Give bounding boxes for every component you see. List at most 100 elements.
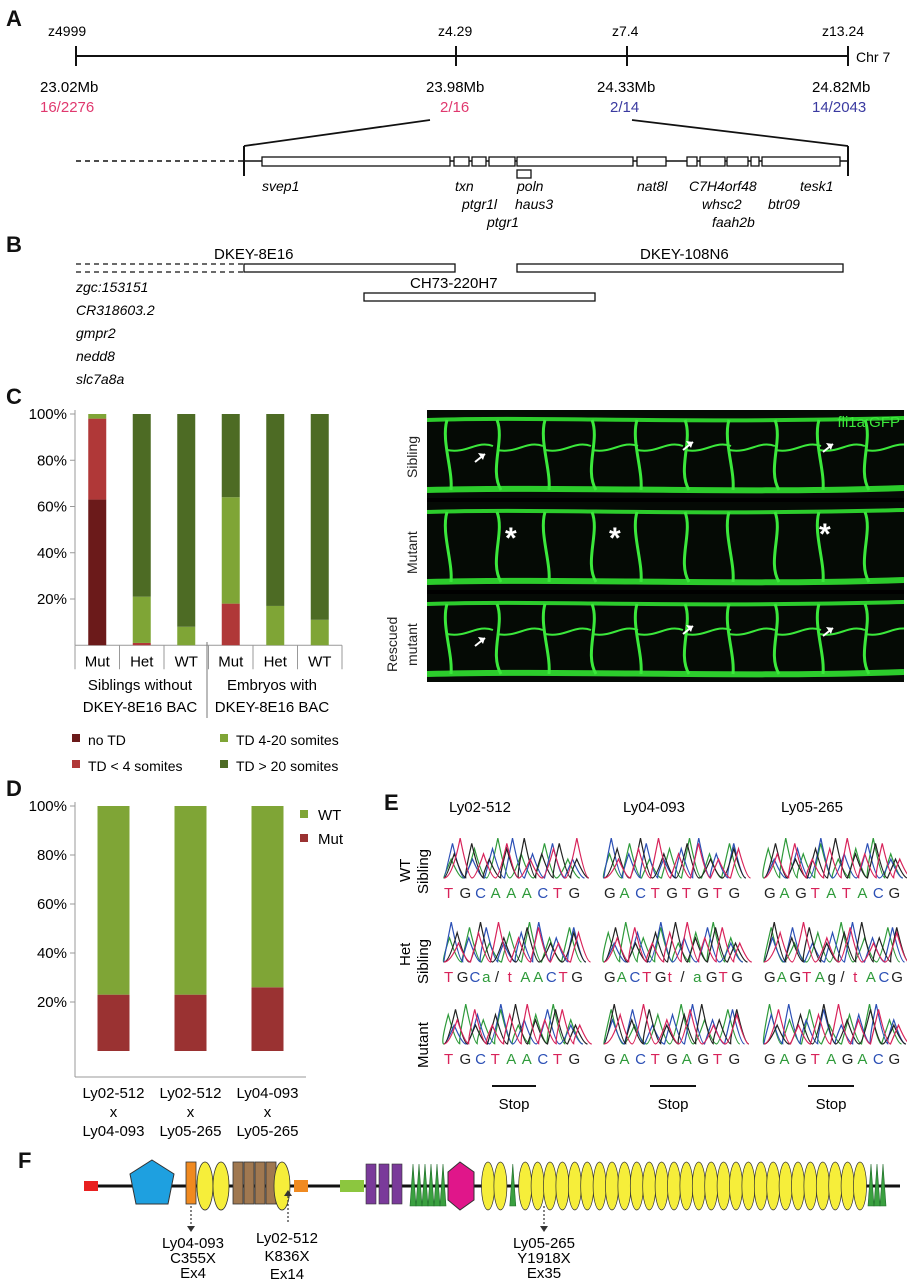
sequence-base: G (697, 885, 709, 902)
bar-segment (132, 414, 151, 597)
sequence-base: G (604, 1051, 616, 1068)
zoom-line (631, 119, 849, 147)
vessel (864, 627, 904, 636)
y-tick-label: 100% (29, 798, 67, 815)
sequence-base: A (826, 885, 836, 902)
y-tick-label: 40% (37, 945, 67, 962)
chart-axes (74, 802, 306, 1078)
vessel (494, 419, 503, 491)
sequence-base: G (728, 1051, 740, 1068)
purple-domain (365, 1163, 377, 1205)
chromatogram-trace (763, 921, 907, 963)
sushi-domain (592, 1161, 607, 1211)
sequence-base: / (680, 969, 685, 986)
y-tick-label: 20% (37, 591, 67, 608)
sequence-base: C (469, 969, 480, 986)
chart-bars (88, 414, 329, 646)
sequence-base: A (620, 1051, 630, 1068)
pointer-arrowhead (540, 1226, 548, 1232)
chromatogram-trace (763, 837, 903, 879)
sequence-base: G (460, 885, 472, 902)
panel-d-bar-chart: 20%40%60%80%100% Ly02-512xLy04-093Ly02-5… (29, 798, 344, 1140)
sequence-base: G (604, 885, 616, 902)
sushi-domain (580, 1161, 595, 1211)
group-label-line: Siblings without (88, 677, 193, 694)
gene-box-tesk1 (761, 156, 841, 167)
vessel (496, 443, 544, 452)
vessel (494, 511, 503, 583)
vessel (541, 511, 551, 583)
sequence-base: C (537, 1051, 548, 1068)
gene-label: haus3 (515, 196, 553, 212)
chromatogram-trace (443, 1003, 583, 1045)
gene-box-svep1 (261, 156, 451, 167)
sushi-domain (667, 1161, 681, 1211)
sequence-base: g (828, 969, 836, 986)
vessel (446, 627, 494, 636)
sequence-base: t (853, 969, 858, 986)
category-label: Ly04-093 (237, 1085, 299, 1102)
bar-segment-mut (251, 987, 284, 1051)
brown-domain (254, 1161, 266, 1205)
chart-categories: Mut Het WT Mut Het WT (74, 645, 343, 670)
sushi-domain (196, 1161, 214, 1211)
gene-label: tesk1 (800, 178, 833, 194)
group-label-line: DKEY-8E16 BAC (215, 699, 330, 716)
bar-segment (132, 642, 151, 646)
row-label: Mutant (404, 531, 420, 574)
vessel (864, 443, 904, 452)
chromosome-label: Chr 7 (856, 49, 890, 65)
bac-dkey-8e16 (243, 263, 456, 273)
vessel (682, 603, 691, 675)
chart-y-ticks: 20% 40% 60% 80% 100% (29, 798, 75, 1011)
sequence-base: T (842, 885, 851, 902)
sequence-base: C (475, 1051, 486, 1068)
sequence-base: A (780, 1051, 790, 1068)
sushi-domain (605, 1161, 619, 1211)
vessel-network (427, 600, 904, 678)
vessel (589, 603, 598, 675)
fluorescence-micrographs: fli1a:GFP * * * (427, 410, 904, 682)
egf-domain (879, 1163, 887, 1207)
hexagon-domain (447, 1161, 475, 1211)
marker-position: 24.33Mb (597, 79, 655, 96)
vessel (544, 443, 592, 452)
arrow-marker (478, 453, 485, 460)
vessel (725, 603, 735, 675)
bar-segment-mut (174, 994, 207, 1051)
sequence-base: C (629, 969, 640, 986)
bac-label: DKEY-8E16 (214, 246, 294, 263)
vessel (443, 603, 453, 675)
vessel (772, 603, 781, 675)
sushi-domain (642, 1161, 657, 1211)
chromatogram-trace (443, 837, 580, 879)
category-label: Mut (218, 653, 244, 670)
vessel (427, 508, 904, 515)
sequence-base: T (811, 885, 820, 902)
vessel (862, 603, 871, 675)
row-label: Sibling (415, 939, 432, 984)
sushi-domain (753, 1161, 768, 1211)
sequence-base: G (568, 1051, 580, 1068)
sushi-domain (729, 1161, 743, 1211)
vessel (427, 485, 904, 494)
vessel (544, 627, 592, 636)
gene-label: CR318603.2 (76, 302, 155, 318)
legend-label: no TD (88, 732, 126, 748)
sequence-base: T (713, 1051, 722, 1068)
sequence-base: G (457, 969, 469, 986)
legend-swatch (220, 760, 228, 768)
vessel (633, 419, 643, 491)
sequence-base: A (617, 969, 627, 986)
bar-segment-wt (251, 806, 284, 988)
sequence-base: A (857, 885, 867, 902)
panel-label: E (384, 790, 399, 815)
sushi-domain (212, 1161, 230, 1211)
gene-box-ptgr1 (488, 156, 516, 167)
gene-box-txn (453, 156, 470, 167)
chromatogram-trace (763, 1003, 906, 1045)
sequence-base: G (706, 969, 718, 986)
